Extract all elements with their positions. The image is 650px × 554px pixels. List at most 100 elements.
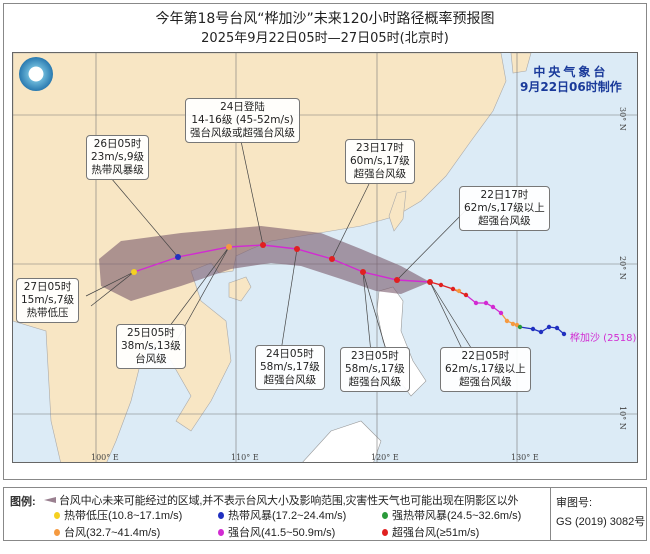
forecast-label: 24日05时 58m/s,17级 超强台风级 bbox=[255, 345, 325, 390]
agency-block: 中央气象台 9月22日06时制作 bbox=[520, 65, 622, 95]
forecast-label: 24日登陆 14-16级 (45-52m/s) 强台风级或超强台风级 bbox=[185, 98, 300, 143]
leader-lines bbox=[85, 140, 474, 354]
legend-item: 强热带风暴(24.5~32.6m/s) bbox=[382, 507, 521, 523]
land-hainan bbox=[228, 276, 252, 302]
forecast-label-l2: 62m/s,17级以上 bbox=[445, 363, 526, 375]
forecast-label: 27日05时 15m/s,7级 热带低压 bbox=[16, 278, 80, 323]
legend-item: 超强台风(≥51m/s) bbox=[382, 524, 479, 540]
track-point bbox=[260, 242, 266, 248]
forecast-label-l3: 强台风级或超强台风级 bbox=[190, 127, 295, 139]
forecast-label-l3: 超强台风级 bbox=[348, 376, 402, 388]
intensity-dot-icon bbox=[218, 528, 224, 536]
lon-label-100: 100° E bbox=[91, 453, 119, 462]
map-subtitle: 2025年9月22日05时—27日05时(北京时) bbox=[201, 31, 449, 46]
forecast-label: 25日05时 38m/s,13级 台风级 bbox=[116, 324, 186, 369]
forecast-label: 23日05时 58m/s,17级 超强台风级 bbox=[340, 347, 410, 392]
track-point bbox=[517, 324, 523, 330]
track-point bbox=[554, 325, 560, 331]
legend: 图例: 台风中心未来可能经过的区域,并不表示台风大小及影响范围,灾害性天气也可能… bbox=[3, 487, 647, 541]
track-point bbox=[473, 300, 479, 306]
forecast-label-l3: 热带风暴级 bbox=[91, 164, 144, 176]
forecast-label-l3: 超强台风级 bbox=[459, 376, 512, 388]
forecast-label-l2: 38m/s,13级 bbox=[121, 340, 181, 352]
legend-item: 强台风(41.5~50.9m/s) bbox=[218, 524, 335, 540]
map-svg bbox=[13, 53, 637, 462]
forecast-label-time: 27日05时 bbox=[23, 281, 72, 293]
forecast-label-l2: 15m/s,7级 bbox=[21, 294, 75, 306]
legend-cone-item: 台风中心未来可能经过的区域,并不表示台风大小及影响范围,灾害性天气也可能出现在阴… bbox=[44, 492, 519, 508]
track-point bbox=[175, 254, 181, 260]
forecast-label-l2: 14-16级 (45-52m/s) bbox=[191, 114, 294, 126]
intensity-dot-icon bbox=[54, 511, 60, 519]
track-point bbox=[294, 246, 300, 252]
track-point bbox=[483, 300, 489, 306]
approval-label: 审图号: bbox=[556, 497, 593, 509]
track-point bbox=[510, 321, 516, 327]
typhoon-track-map: 100° E 110° E 120° E 130° E 30° N 20° N … bbox=[12, 52, 638, 463]
forecast-label-l3: 超强台风级 bbox=[353, 168, 407, 180]
intensity-dot-icon bbox=[218, 511, 224, 519]
land-borneo bbox=[302, 420, 382, 462]
cone-swatch-icon bbox=[44, 497, 56, 503]
track-point bbox=[131, 269, 137, 275]
forecast-label: 22日05时 62m/s,17级以上 超强台风级 bbox=[440, 347, 531, 392]
legend-item: 热带风暴(17.2~24.4m/s) bbox=[218, 507, 346, 523]
forecast-label: 26日05时 23m/s,9级 热带风暴级 bbox=[86, 135, 150, 180]
past-track-line-magenta bbox=[465, 294, 502, 314]
cma-logo bbox=[19, 57, 53, 91]
land-philippines bbox=[376, 286, 427, 397]
track-point bbox=[456, 288, 462, 294]
legend-item-label: 热带低压(10.8~17.1m/s) bbox=[64, 510, 183, 522]
track-point bbox=[329, 256, 335, 262]
track-point bbox=[498, 310, 504, 316]
track-point bbox=[538, 329, 544, 335]
track-point bbox=[561, 331, 567, 337]
issue-time: 9月22日06时制作 bbox=[520, 80, 622, 94]
map-title: 今年第18号台风“桦加沙”未来120小时路径概率预报图 bbox=[155, 11, 495, 27]
legend-item-label: 强台风(41.5~50.9m/s) bbox=[228, 527, 336, 539]
forecast-label-l2: 62m/s,17级以上 bbox=[464, 202, 545, 214]
probability-cone bbox=[99, 226, 430, 301]
track-point bbox=[463, 292, 469, 298]
chart-frame bbox=[3, 3, 647, 480]
approval-box: 审图号: GS (2019) 3082号 bbox=[550, 488, 648, 540]
land-japan-kyushu bbox=[510, 53, 532, 74]
forecast-label-time: 23日05时 bbox=[351, 350, 399, 362]
track-point bbox=[226, 244, 232, 250]
agency-name: 中央气象台 bbox=[533, 65, 609, 79]
forecast-label-time: 24日05时 bbox=[266, 348, 314, 360]
track-point bbox=[530, 326, 536, 332]
lat-label-10: 10° N bbox=[618, 406, 627, 430]
track-point bbox=[394, 277, 400, 283]
forecast-label-l2: 23m/s,9级 bbox=[91, 151, 145, 163]
forecast-label-l3: 超强台风级 bbox=[263, 374, 317, 386]
legend-item-label: 热带风暴(17.2~24.4m/s) bbox=[228, 510, 347, 522]
intensity-dot-icon bbox=[54, 528, 60, 536]
legend-item: 热带低压(10.8~17.1m/s) bbox=[54, 507, 182, 523]
legend-item-label: 超强台风(≥51m/s) bbox=[392, 527, 480, 539]
track-point bbox=[427, 279, 433, 285]
forecast-label-time: 22日17时 bbox=[480, 189, 529, 201]
forecast-label-time: 25日05时 bbox=[127, 327, 175, 339]
typhoon-name-label: 桦加沙 (2518) bbox=[570, 333, 637, 344]
forecast-label-time: 23日17时 bbox=[356, 142, 404, 154]
legend-item-label: 台风(32.7~41.4m/s) bbox=[64, 527, 161, 539]
lat-label-20: 20° N bbox=[618, 256, 627, 280]
forecast-label-time: 26日05时 bbox=[93, 138, 142, 150]
intensity-dot-icon bbox=[382, 511, 388, 519]
track-point bbox=[438, 282, 444, 288]
lat-label-30: 30° N bbox=[618, 107, 627, 131]
forecast-label-l2: 60m/s,17级 bbox=[350, 155, 410, 167]
forecast-label: 22日17时 62m/s,17级以上 超强台风级 bbox=[459, 186, 550, 231]
track-point bbox=[490, 304, 496, 310]
legend-item: 台风(32.7~41.4m/s) bbox=[54, 524, 160, 540]
lon-label-110: 110° E bbox=[231, 453, 259, 462]
land-taiwan bbox=[388, 190, 407, 232]
forecast-label-l3: 台风级 bbox=[135, 353, 167, 365]
forecast-label-l3: 热带低压 bbox=[26, 307, 69, 319]
forecast-label-l2: 58m/s,17级 bbox=[260, 361, 320, 373]
approval-number: GS (2019) 3082号 bbox=[556, 516, 646, 528]
track-point bbox=[546, 324, 552, 330]
forecast-label-time: 22日05时 bbox=[461, 350, 510, 362]
forecast-label-time: 24日登陆 bbox=[220, 101, 265, 113]
